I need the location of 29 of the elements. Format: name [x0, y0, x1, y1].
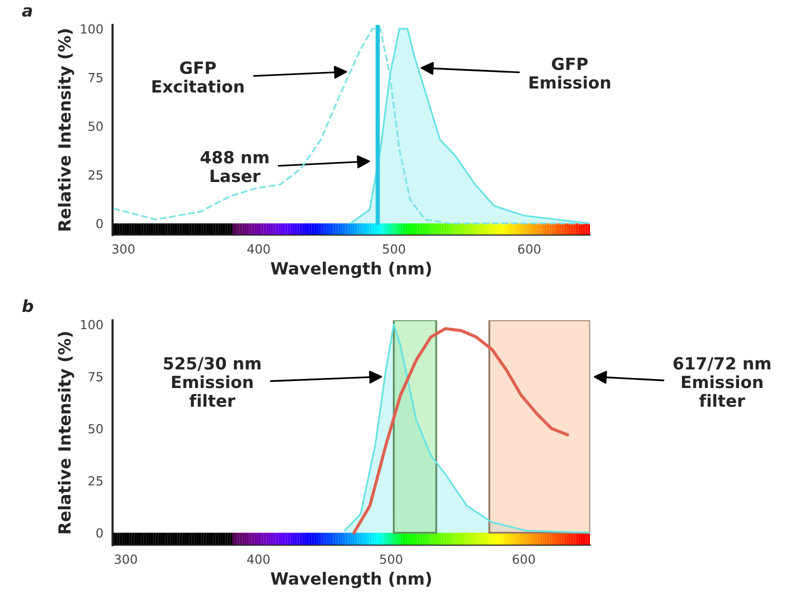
y-tick-label: 50: [88, 122, 103, 131]
x-tick-label: 300: [114, 554, 137, 564]
y-tick-label: 100: [81, 320, 103, 330]
annotation: 525/30 nm Emission filter: [164, 357, 260, 407]
y-tick-label: 25: [88, 476, 102, 486]
annotation: GFP Excitation: [152, 61, 244, 93]
chart-title: a: [22, 7, 32, 17]
y-tick-label: 0: [96, 218, 103, 228]
annotation: 488 nm Laser: [200, 150, 268, 182]
x-tick-label: 500: [380, 554, 402, 564]
y-tick-label: 50: [88, 424, 103, 434]
y-tick-label: 75: [88, 372, 102, 382]
y-tick-label: 100: [81, 24, 103, 34]
x-tick-label: 600: [512, 554, 535, 564]
x-tick-label: 300: [112, 244, 134, 254]
x-tick-label: 600: [518, 244, 540, 254]
x-axis-title: Wavelength (nm): [270, 572, 431, 588]
y-axis-title: Relative Intensity (%): [58, 332, 74, 534]
x-tick-label: 500: [383, 244, 406, 254]
y-tick-label: 0: [96, 528, 103, 538]
y-axis-title: Relative Intensity (%): [58, 29, 74, 230]
x-axis-title: Wavelength (nm): [270, 262, 431, 278]
annotation: 617/72 nm Emission filter: [674, 357, 770, 407]
annotation: GFP Emission: [530, 58, 610, 89]
chart-title: b: [22, 299, 34, 312]
y-tick-label: 25: [88, 170, 102, 180]
x-tick-label: 400: [247, 244, 270, 254]
y-tick-label: 75: [88, 73, 102, 82]
x-tick-label: 400: [247, 554, 270, 564]
